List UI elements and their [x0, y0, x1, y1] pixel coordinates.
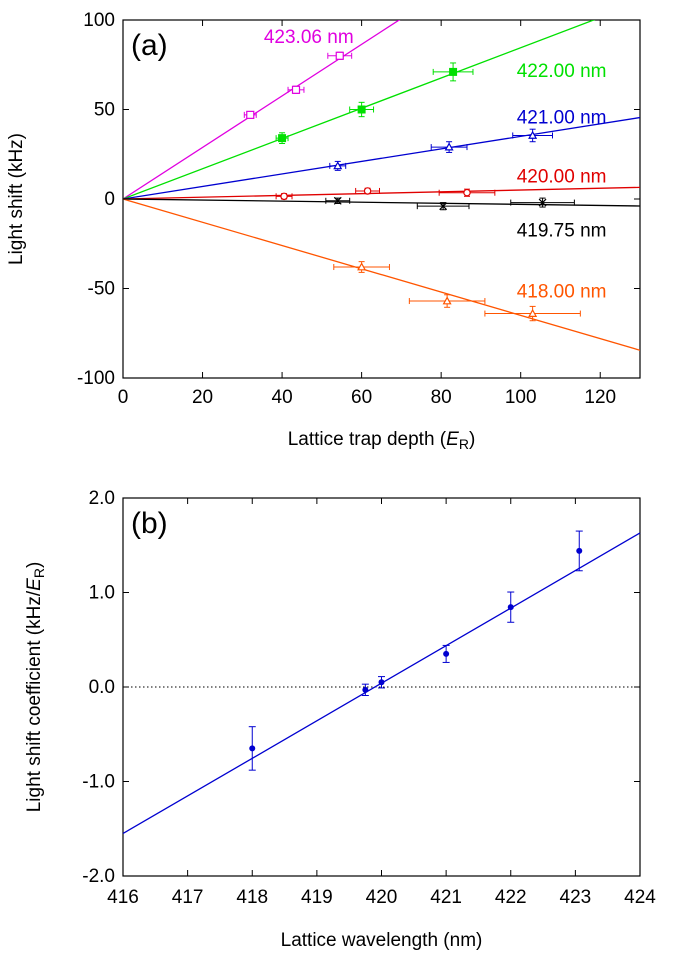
data-point-marker: [280, 192, 288, 201]
data-point-marker: [333, 196, 342, 205]
data-point-marker: [444, 142, 454, 151]
series-41975-nm: 419.75 nm: [123, 196, 640, 241]
series-fit-line: [123, 198, 640, 351]
data-point-marker: [439, 202, 448, 211]
data-point-marker: [335, 51, 344, 60]
y-tick-label: 100: [83, 10, 115, 31]
panel-b-label: (b): [131, 507, 168, 540]
data-point-marker: [278, 134, 287, 143]
data-point-marker: [363, 187, 372, 195]
data-point-marker: [249, 745, 256, 752]
series-fit-line: [123, 116, 640, 200]
data-point-group: [575, 530, 583, 572]
series-label: 418.00 nm: [517, 281, 607, 302]
series-42000-nm: 420.00 nm: [123, 167, 640, 201]
data-point-marker: [333, 161, 343, 170]
panel-a-y-axis-label: Light shift (kHz): [6, 133, 27, 265]
series-fit-line: [123, 20, 401, 200]
series-label: 420.00 nm: [517, 167, 607, 188]
panel-a-label: (a): [131, 29, 168, 62]
panel-a-light-shift-vs-trap-depth: 423.06 nm 422.00 nm 421.00 nm 420.00 nm 419.…: [6, 10, 641, 452]
x-tick-label: 423: [560, 887, 592, 908]
x-tick-label: 419: [301, 887, 333, 908]
data-point-group: [248, 726, 256, 771]
y-tick-label: 50: [94, 100, 115, 121]
panel-b-coefficient-vs-wavelength: 416 417 418 419 420 421 422 423 424 -2.0 -1.0 0.0 1…: [24, 488, 656, 951]
data-point-marker: [507, 604, 514, 611]
x-tick-label: 424: [624, 887, 656, 908]
panel-b-y-axis-label: Light shift coefficient (kHz/ER): [24, 562, 47, 813]
data-point-marker: [443, 650, 450, 657]
series-fit-line: [123, 20, 596, 200]
series-fit-line: [123, 198, 640, 207]
x-tick-label: 0: [118, 387, 129, 408]
data-point-group: [442, 644, 450, 663]
series-label: 419.75 nm: [517, 220, 607, 241]
series-42100-nm: 421.00 nm: [123, 108, 640, 200]
data-point-marker: [291, 85, 301, 94]
y-tick-label: -50: [88, 279, 115, 300]
x-tick-label: 416: [107, 887, 139, 908]
x-tick-label: 100: [505, 387, 537, 408]
panel-b-x-axis-ticks: 416 417 418 419 420 421 422 423 424: [107, 498, 656, 908]
panel-b-data-points: [248, 530, 583, 771]
data-point-marker: [357, 105, 366, 114]
x-tick-label: 60: [351, 387, 372, 408]
x-tick-label: 120: [584, 387, 616, 408]
panel-a-series-layer: 423.06 nm 422.00 nm 421.00 nm 420.00 nm 419.…: [123, 20, 640, 351]
data-point-group: [507, 591, 515, 623]
panel-b-y-axis-ticks: -2.0 -1.0 0.0 1.0 2.0: [82, 488, 640, 887]
panel-a-x-axis-label: Lattice trap depth (ER): [288, 429, 476, 452]
x-tick-label: 422: [495, 887, 527, 908]
panel-a-x-axis-ticks: 0 20 40 60 80 100 120: [118, 20, 616, 408]
panel-b-x-axis-label: Lattice wavelength (nm): [281, 930, 483, 951]
x-tick-label: 80: [431, 387, 452, 408]
x-tick-label: 20: [192, 387, 213, 408]
y-tick-label: -2.0: [82, 866, 115, 887]
series-42200-nm: 422.00 nm: [123, 20, 607, 200]
data-point-marker: [463, 188, 471, 197]
panel-a-y-axis-ticks: -100 -50 0 50 100: [77, 10, 640, 389]
data-point-group: [361, 683, 369, 697]
series-41800-nm: 418.00 nm: [123, 198, 640, 351]
series-label: 421.00 nm: [517, 108, 607, 129]
x-tick-label: 417: [172, 887, 204, 908]
x-tick-label: 420: [366, 887, 398, 908]
data-point-marker: [362, 686, 369, 693]
x-tick-label: 40: [272, 387, 293, 408]
series-label: 422.00 nm: [517, 61, 607, 82]
series-fit-line: [123, 186, 640, 200]
data-point-marker: [378, 679, 385, 686]
y-tick-label: 2.0: [89, 488, 115, 509]
x-tick-label: 418: [236, 887, 268, 908]
data-point-marker: [528, 308, 538, 317]
data-point-marker: [357, 262, 367, 271]
x-tick-label: 421: [430, 887, 462, 908]
y-tick-label: -100: [77, 368, 115, 389]
series-42306-nm: 423.06 nm: [123, 20, 401, 200]
series-label: 423.06 nm: [264, 27, 354, 48]
y-tick-label: 0: [104, 189, 115, 210]
data-point-group: [378, 676, 385, 689]
y-tick-label: 1.0: [89, 583, 115, 604]
y-tick-label: -1.0: [82, 772, 115, 793]
data-point-marker: [442, 296, 452, 305]
data-point-marker: [576, 547, 583, 554]
y-tick-label: 0.0: [89, 677, 115, 698]
data-point-marker: [538, 198, 547, 207]
data-point-marker: [449, 67, 458, 76]
data-point-marker: [246, 110, 255, 119]
data-point-marker: [528, 130, 538, 139]
